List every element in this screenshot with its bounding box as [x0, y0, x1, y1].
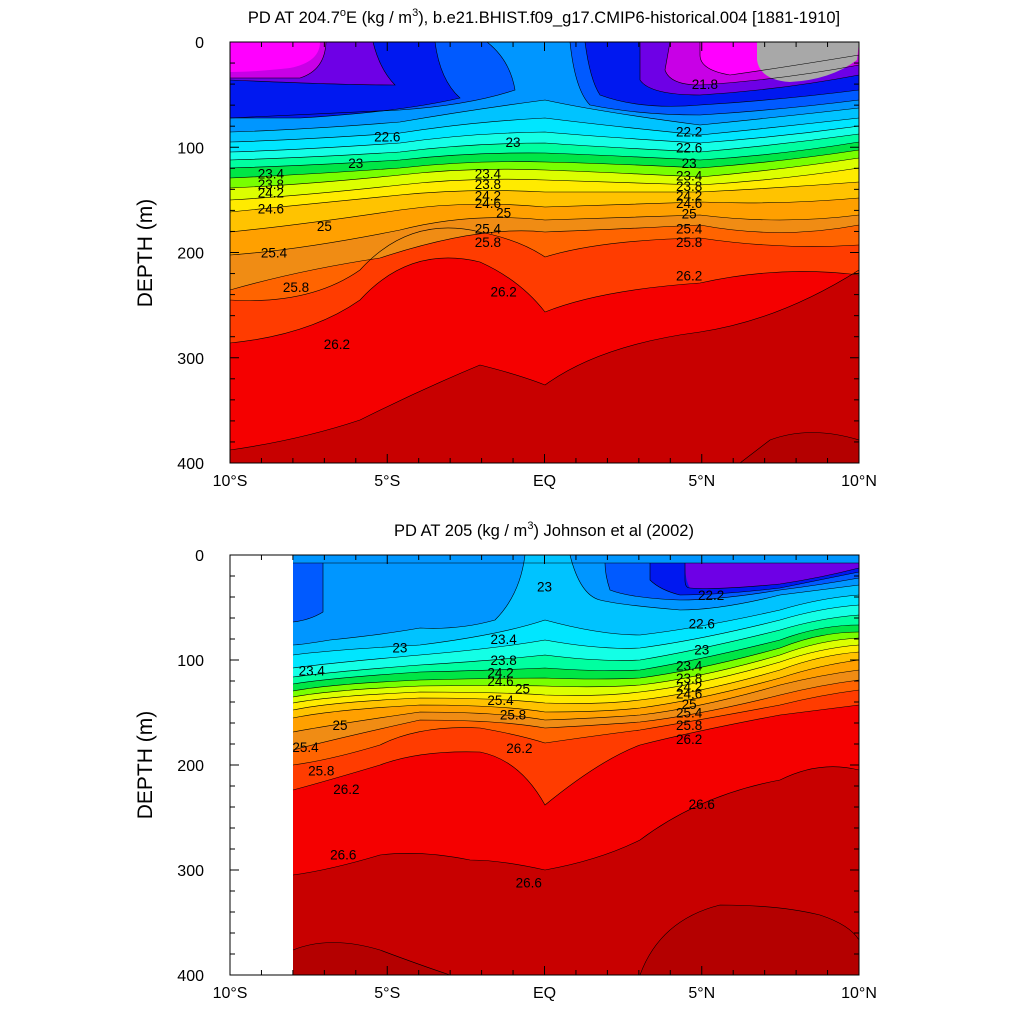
bottom-contour-fill — [230, 555, 859, 975]
bottom-contour-label: 26.6 — [330, 847, 356, 862]
top-panel-title: PD AT 204.7oE (kg / m3), b.e21.BHIST.f09… — [248, 7, 840, 27]
top-contour-label: 26.2 — [324, 337, 350, 352]
top-contour-label: 24.2 — [258, 186, 284, 201]
bottom-contour-label: 24.6 — [487, 674, 513, 689]
top-x-tick-label: EQ — [533, 473, 556, 490]
bottom-contour-label: 23.4 — [676, 658, 703, 673]
top-x-tick-label: 5°N — [688, 473, 715, 490]
bottom-contour-label: 22.6 — [689, 616, 715, 631]
bottom-x-tick-label: EQ — [533, 985, 556, 1002]
bottom-contour-lines — [292, 555, 859, 975]
top-contour-label: 25.8 — [676, 235, 702, 250]
bottom-y-tick-label: 300 — [177, 863, 204, 880]
bottom-y-tick-label: 0 — [195, 548, 204, 565]
top-y-axis-label: DEPTH (m) — [134, 199, 157, 308]
top-contour-label: 23 — [682, 156, 697, 171]
top-x-tick-label: 5°S — [374, 473, 400, 490]
top-contour-label: 22.6 — [374, 130, 400, 145]
bottom-contour-label: 23.8 — [490, 653, 516, 668]
bottom-x-tick-label: 10°S — [213, 985, 248, 1002]
bottom-contour-label: 25.4 — [292, 740, 319, 755]
top-x-tick-label: 10°S — [213, 473, 248, 490]
bottom-contour-label: 22.2 — [698, 588, 724, 603]
bottom-contour-label: 25 — [682, 697, 697, 712]
bottom-contour-label: 25.4 — [676, 706, 703, 721]
top-contour-label: 24.2 — [676, 189, 702, 204]
bottom-contour-label: 25 — [333, 718, 348, 733]
top-contour-label: 22.2 — [676, 124, 702, 139]
bottom-panel: PD AT 205 (kg / m3) Johnson et al (2002) — [134, 520, 877, 1002]
bottom-contour-label: 25 — [515, 681, 530, 696]
top-panel: PD AT 204.7oE (kg / m3), b.e21.BHIST.f09… — [134, 7, 877, 490]
top-contour-label: 23 — [348, 156, 363, 171]
bottom-contour-label: 25.8 — [308, 763, 334, 778]
bottom-contour-label: 23.4 — [299, 664, 326, 679]
top-y-tick-label: 200 — [177, 246, 204, 263]
bottom-contour-label: 23.8 — [676, 671, 702, 686]
bottom-contour-label: 23 — [392, 640, 407, 655]
top-contour-fill — [230, 42, 859, 463]
top-axis-ticks: 10°S 5°S EQ 5°N 10°N 0 100 200 300 400 — [177, 35, 877, 490]
top-x-tick-label: 10°N — [841, 473, 877, 490]
bottom-contour-label: 25.8 — [500, 708, 526, 723]
bottom-x-tick-label: 10°N — [841, 985, 877, 1002]
top-contour-label: 25 — [496, 206, 511, 221]
bottom-contour-label: 25.4 — [487, 693, 514, 708]
top-contour-label: 24.6 — [258, 201, 284, 216]
top-contour-label: 22.6 — [676, 140, 702, 155]
top-contour-label: 23.8 — [258, 177, 284, 192]
bottom-panel-title: PD AT 205 (kg / m3) Johnson et al (2002) — [394, 520, 694, 540]
top-contour-label: 25.8 — [283, 280, 309, 295]
top-y-tick-label: 400 — [177, 456, 204, 473]
top-y-tick-label: 0 — [195, 35, 204, 52]
bottom-contour-label: 24.2 — [487, 666, 513, 681]
bottom-contour-label: 24.2 — [676, 679, 702, 694]
bottom-contour-label: 26.2 — [333, 782, 359, 797]
bottom-contour-label: 26.2 — [676, 732, 702, 747]
bottom-x-tick-label: 5°N — [688, 985, 715, 1002]
bottom-contour-label: 26.6 — [689, 797, 715, 812]
bottom-y-tick-label: 100 — [177, 653, 204, 670]
top-contour-label: 25 — [682, 207, 697, 222]
top-contour-label: 26.2 — [676, 269, 702, 284]
bottom-contour-label: 23 — [694, 643, 709, 658]
top-contour-label: 25.8 — [475, 235, 501, 250]
bottom-y-axis-label: DEPTH (m) — [134, 711, 157, 820]
bottom-y-tick-label: 400 — [177, 968, 204, 985]
top-y-tick-label: 300 — [177, 351, 204, 368]
bottom-contour-label: 26.6 — [516, 876, 542, 891]
top-contour-label: 23.8 — [676, 179, 702, 194]
top-contour-label: 23.4 — [475, 167, 502, 182]
top-contour-label: 25.4 — [676, 221, 703, 236]
top-contour-label: 21.8 — [692, 77, 718, 92]
top-contour-label: 23.8 — [475, 177, 501, 192]
bottom-contour-label: 24.6 — [676, 687, 702, 702]
top-contour-label: 25 — [317, 219, 332, 234]
top-contour-label: 24.6 — [475, 196, 501, 211]
bottom-contour-label: 25.8 — [676, 718, 702, 733]
bottom-y-tick-label: 200 — [177, 758, 204, 775]
bottom-axis-ticks: 10°S 5°S EQ 5°N 10°N 0 100 200 300 400 — [177, 548, 877, 1002]
top-contour-label: 24.2 — [475, 189, 501, 204]
bottom-contour-label: 23.4 — [490, 632, 517, 647]
bottom-contour-label: 23 — [537, 580, 552, 595]
top-contour-label: 25.4 — [261, 246, 288, 261]
top-y-tick-label: 100 — [177, 140, 204, 157]
top-contour-label: 23.4 — [676, 169, 703, 184]
top-contour-lines — [230, 42, 859, 463]
bottom-contour-label: 26.2 — [506, 741, 532, 756]
top-contour-label: 23.4 — [258, 167, 285, 182]
top-contour-label: 24.6 — [676, 196, 702, 211]
top-contour-label: 26.2 — [490, 284, 516, 299]
top-contour-label: 25.4 — [475, 221, 502, 236]
bottom-x-tick-label: 5°S — [374, 985, 400, 1002]
top-contour-label: 23 — [506, 135, 521, 150]
